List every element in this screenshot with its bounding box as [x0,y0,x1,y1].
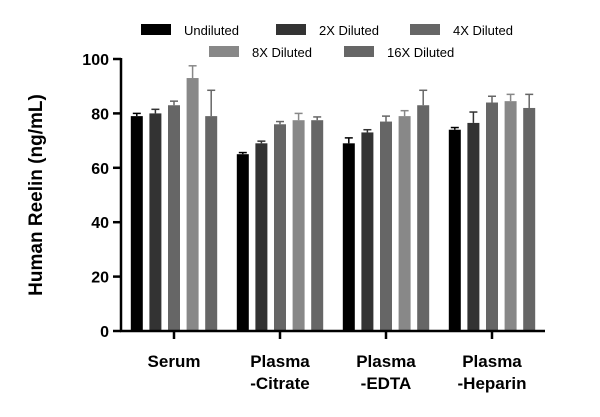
y-tick-label: 0 [100,324,109,341]
bar [149,113,162,332]
legend-label: Undiluted [184,23,239,38]
x-tick-label: Plasma [462,352,522,371]
legend: Undiluted 2X Diluted 4X Diluted 8X Diluted 1… [141,23,513,60]
bar [448,129,461,331]
bar [168,105,180,332]
legend-swatch [344,46,374,57]
x-axis: Serum Plasma -Citrate Plasma -EDTA Plasma -Hep… [120,329,545,393]
x-tick-label: -Heparin [458,374,527,393]
bar [236,154,249,331]
y-tick-label: 20 [91,270,109,287]
bar [292,120,305,331]
y-tick-label: 100 [82,52,109,69]
bar [523,107,536,332]
bar [467,122,480,331]
x-tick-label: -Citrate [250,374,310,393]
y-tick-label: 40 [91,215,109,232]
legend-swatch [209,46,239,57]
bar [380,121,392,331]
x-tick-label: Plasma [356,352,416,371]
legend-swatch [141,24,171,35]
legend-label: 4X Diluted [453,23,513,38]
x-tick-label: Plasma [250,352,310,371]
bar [186,78,199,331]
bar [130,116,143,332]
bar [274,124,286,331]
bar [205,116,218,332]
bar [504,101,517,331]
bar [486,102,498,332]
y-tick-label: 60 [91,161,109,178]
y-axis: 0 20 40 60 80 100 [82,52,123,341]
bar [342,143,355,331]
bar [311,120,324,331]
legend-label: 2X Diluted [319,23,379,38]
bar [417,105,430,332]
bar [255,143,268,331]
bar [361,132,374,331]
x-tick-label: -EDTA [361,374,412,393]
legend-swatch [276,24,306,35]
legend-label: 8X Diluted [252,45,312,60]
x-tick-label: Serum [148,352,201,371]
y-tick-label: 80 [91,106,109,123]
legend-swatch [410,24,440,35]
legend-label: 16X Diluted [387,45,454,60]
bars [130,65,536,332]
bar [398,116,411,332]
y-axis-title: Human Reelin (ng/mL) [26,94,47,296]
